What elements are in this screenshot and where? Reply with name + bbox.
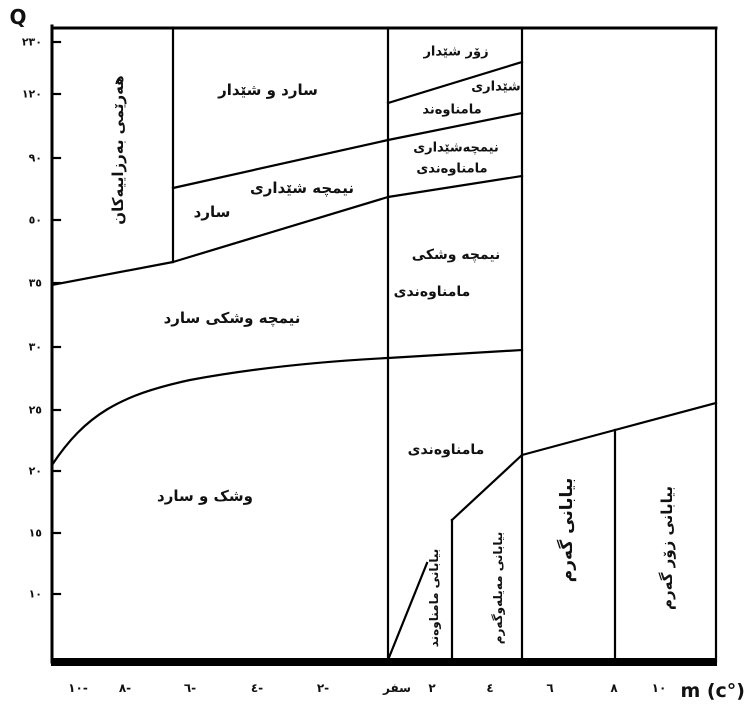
y-tick-label: ٩٠	[29, 152, 42, 165]
zone-label-very-humid: زۆر شێدار	[422, 45, 488, 60]
x-tick-label: ١٠	[652, 681, 667, 695]
zone-label-desert-temperate: بیابانی مامناوەند	[427, 549, 442, 648]
x-tick-label: ٢	[428, 681, 436, 695]
y-axis-label: Q	[9, 5, 26, 29]
x-tick-label: ١٠-	[68, 681, 88, 695]
zone-label-semi-humid-cold-line1: نیمچە شێداری	[250, 179, 354, 198]
y-tick-label: ١٥	[29, 527, 43, 540]
zone-label-arid-cold: وشک و سارد	[157, 487, 253, 505]
x-tick-label: ٢-	[317, 681, 329, 695]
plot-frame	[50, 24, 718, 666]
zone-label-semi-arid-temperate-line1: نیمچە وشکی	[412, 247, 501, 263]
zone-label-desert-warm: بیابانی گەرم	[556, 478, 577, 582]
zone-label-humid-temperate-line2: مامناوەند	[422, 103, 481, 118]
y-tick-label: ٣٠	[29, 341, 42, 354]
x-tick-label: ٤-	[251, 681, 263, 695]
y-tick-label: ٢٥	[29, 404, 43, 417]
zone-label-arid-temperate: مامناوەندی	[408, 442, 485, 458]
y-tick-label: ٢٠	[29, 465, 42, 478]
x-tick-label: ٨-	[119, 681, 131, 695]
y-tick-label: ٥٠	[29, 214, 42, 227]
zone-label-semi-humid-temperate-line2: مامناوەندی	[416, 162, 487, 177]
zone-label-cold-humid: سارد و شێدار	[217, 81, 318, 99]
zone-label-semi-humid-temperate-line1: نیمچەشێداری	[413, 141, 499, 156]
x-axis-label: m (c°)	[680, 680, 745, 702]
boundary-humid-lower	[171, 111, 524, 190]
x-tick-labels: ١٠- ٨- ٦- ٤- ٢- سفر ٢ ٤ ٦ ٨ ١٠	[68, 681, 666, 695]
y-tick-label: ١٠	[29, 588, 42, 601]
y-tick-label: ٣٥	[29, 277, 43, 290]
zone-label-desert-very-warm: بیابانی زۆر گەرم	[658, 486, 676, 610]
zone-boundaries	[50, 26, 718, 662]
x-tick-label: ٦-	[184, 681, 196, 695]
boundary-desert-temperate-diagonal	[386, 561, 429, 662]
zone-label-semi-humid-cold-line2: سارد	[194, 203, 231, 221]
x-tick-label: ٤	[486, 681, 493, 695]
zone-labels: هەرێمی بەرزاییەکان سارد و شێدار نیمچە شێ…	[109, 45, 676, 648]
zone-label-desert-warmish: بیابانی مەیلەوگەرم	[491, 532, 506, 645]
y-tick-labels: ٢٣٠ ١٢٠ ٩٠ ٥٠ ٣٥ ٣٠ ٢٥ ٢٠ ١٥ ١٠	[22, 36, 42, 601]
boundary-semi-arid-curve	[50, 348, 524, 467]
x-tick-label: ٨	[610, 681, 618, 695]
y-tick-label: ٢٣٠	[22, 36, 42, 49]
zone-label-semi-arid-temperate-line2: مامناوەندی	[394, 284, 471, 300]
x-axis-bar	[51, 658, 717, 666]
boundary-desert-upper	[450, 401, 718, 522]
zone-label-highlands: هەرێمی بەرزاییەکان	[109, 75, 127, 224]
y-tick-label: ١٢٠	[22, 88, 42, 101]
boundary-very-humid-lower	[386, 60, 524, 105]
x-tick-label: سفر	[382, 681, 411, 695]
zone-label-humid-temperate-line1: شێداری	[471, 80, 520, 95]
zone-label-semi-arid-cold: نیمچە وشکی سارد	[164, 309, 301, 328]
boundary-semi-humid-lower	[50, 174, 524, 287]
x-tick-label: ٦	[546, 681, 553, 695]
